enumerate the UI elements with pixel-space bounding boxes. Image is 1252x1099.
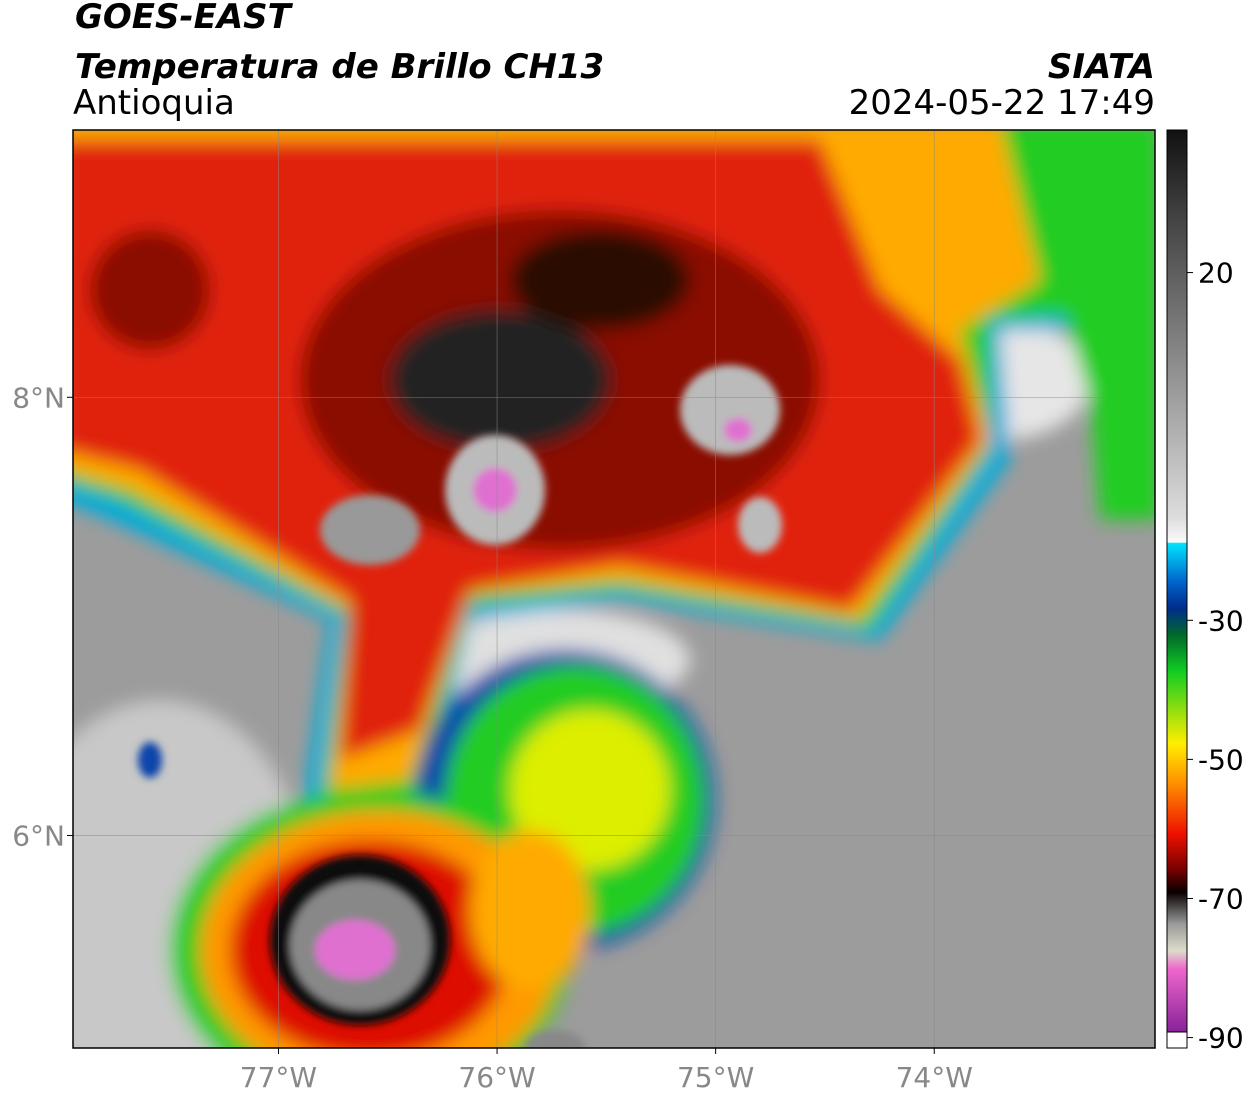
satellite-image xyxy=(73,130,1155,1048)
colorbar-frame xyxy=(1166,129,1188,1049)
colorbar-tick-label: -90 xyxy=(1198,1022,1244,1055)
source: SIATA xyxy=(1048,47,1155,87)
x-tick-label: 77°W xyxy=(240,1061,317,1094)
colorbar-tick-label: -50 xyxy=(1198,743,1244,776)
colorbar-tick-label: -30 xyxy=(1198,604,1244,637)
graticule xyxy=(73,130,1155,1048)
subtitle: Temperatura de Brillo CH13 xyxy=(75,47,604,87)
colorbar-tick-label: 20 xyxy=(1198,257,1234,290)
y-tick-label: 6°N xyxy=(12,819,65,852)
x-tick-label: 75°W xyxy=(677,1061,754,1094)
title: GOES-EAST xyxy=(75,0,294,37)
map-frame xyxy=(72,129,1156,1049)
x-tick-label: 76°W xyxy=(458,1061,535,1094)
colorbar xyxy=(1167,130,1187,1032)
datetime: 2024-05-22 17:49 xyxy=(849,83,1155,123)
colorbar-under xyxy=(1166,1031,1188,1049)
x-tick-label: 74°W xyxy=(896,1061,973,1094)
colorbar-tick-label: -70 xyxy=(1198,882,1244,915)
region: Antioquia xyxy=(73,83,235,123)
y-tick-label: 8°N xyxy=(12,381,65,414)
